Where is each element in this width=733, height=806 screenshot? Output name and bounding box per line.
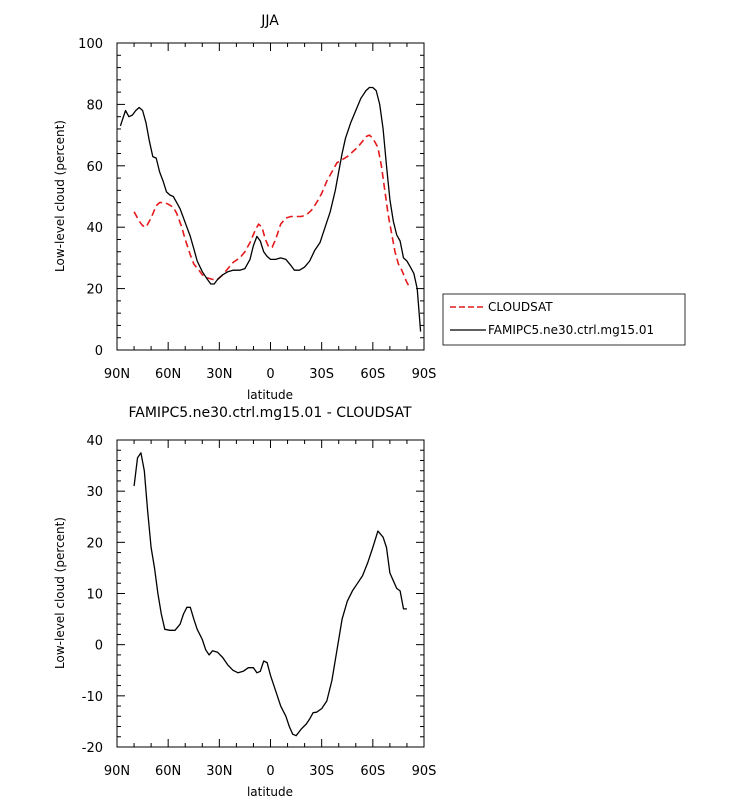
top-y-tick-label: 60 [86,160,103,175]
bottom-chart-panel: FAMIPC5.ne30.ctrl.mg15.01 - CLOUDSAT -20… [53,405,436,799]
bottom-y-tick-labels: -20 -10 0 10 20 30 40 [82,434,103,756]
bottom-y-tick-label: 10 [86,588,103,603]
top-series-line-model [119,86,422,332]
bottom-x-tick-label: 60N [155,764,181,779]
bottom-chart-ticks [116,439,425,748]
bottom-chart-title: FAMIPC5.ne30.ctrl.mg15.01 - CLOUDSAT [128,405,411,421]
bottom-x-tick-label: 90N [104,764,130,779]
bottom-x-tick-label: 60S [360,764,385,779]
legend-label-famipc5: FAMIPC5.ne30.ctrl.mg15.01 [488,323,654,337]
bottom-chart-frame [116,439,425,748]
bottom-y-tick-label: 30 [86,485,103,500]
top-y-tick-label: 100 [78,37,103,52]
bottom-x-tick-label: 30S [309,764,334,779]
bottom-chart-series [133,452,407,737]
bottom-x-tick-label: 0 [266,764,274,779]
top-x-tick-label: 0 [266,367,274,382]
top-y-tick-labels: 0 20 40 60 80 100 [78,37,103,359]
legend-label-cloudsat: CLOUDSAT [488,300,553,314]
bottom-y-tick-label: 0 [95,639,103,654]
bottom-x-axis-title: latitude [247,785,293,799]
bottom-series-line-model [133,452,407,737]
bottom-y-tick-label: -20 [82,741,103,756]
legend: CLOUDSAT FAMIPC5.ne30.ctrl.mg15.01 [442,293,686,346]
top-chart-frame [116,42,425,351]
bottom-x-tick-label: 30N [206,764,232,779]
top-y-tick-label: 20 [86,283,103,298]
top-x-tick-label: 30N [206,367,232,382]
top-y-tick-label: 0 [95,344,103,359]
top-x-tick-label: 90N [104,367,130,382]
legend-box [442,293,686,346]
bottom-y-tick-label: 40 [86,434,103,449]
top-chart-series [119,86,422,332]
bottom-y-axis-title: Low-level cloud (percent) [53,517,67,669]
bottom-y-tick-label: -10 [82,690,103,705]
top-y-tick-label: 80 [86,98,103,113]
top-x-tick-label: 60S [360,367,385,382]
top-chart-panel: JJA 0 20 40 60 80 100 90N 60N 30N 0 30S 60S 90S lat… [53,13,436,402]
top-x-tick-labels: 90N 60N 30N 0 30S 60S 90S [104,367,437,382]
top-chart-ticks [116,42,425,351]
top-y-axis-title: Low-level cloud (percent) [53,120,67,272]
top-y-tick-label: 40 [86,221,103,236]
bottom-x-tick-labels: 90N 60N 30N 0 30S 60S 90S [104,764,437,779]
bottom-y-tick-label: 20 [86,536,103,551]
top-x-tick-label: 60N [155,367,181,382]
top-x-axis-title: latitude [247,388,293,402]
top-x-tick-label: 30S [309,367,334,382]
top-x-tick-label: 90S [412,367,437,382]
top-series-line-cloudsat [133,134,410,286]
top-chart-title: JJA [260,13,279,29]
bottom-x-tick-label: 90S [412,764,437,779]
